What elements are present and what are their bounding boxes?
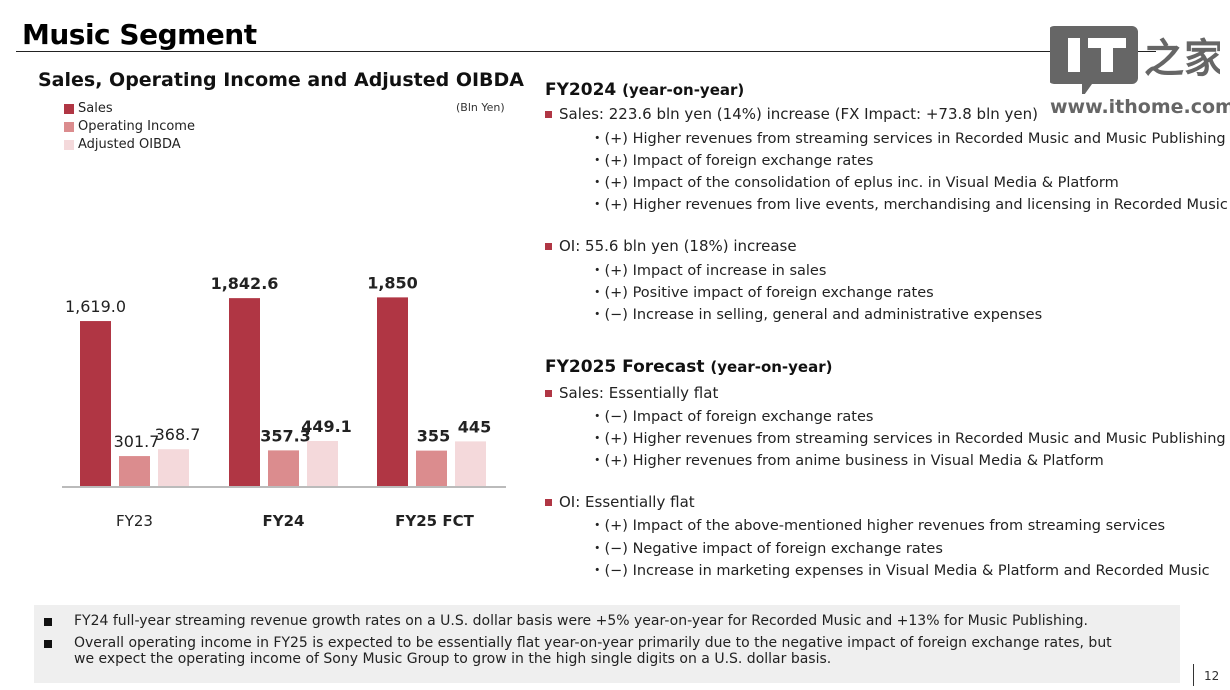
note-text: Overall operating income in FY25 is expe… [74,635,1112,667]
bar-sales-fy24 [229,298,260,487]
bar-operating-income-fy24 [268,450,299,487]
chart-unit-label: (Bln Yen) [456,101,505,114]
ithome-logo: 之家 [1048,22,1224,98]
legend-swatch-operating-income [64,121,74,132]
legend-swatch-sales [64,103,74,114]
x-tick-label: FY24 [263,512,305,530]
list-item: ・(+) Higher revenues from anime business… [590,453,1104,469]
fy2025-sales-text: Sales: Essentially flat [559,384,719,402]
list-item: ・(−) Negative impact of foreign exchange… [590,540,943,557]
chart-legend: Sales Operating Income Adjusted OIBDA [64,101,195,152]
fy2025-oi-text: OI: Essentially flat [559,493,695,511]
data-label-sales: 1,842.6 [211,274,279,293]
chart-title: Sales, Operating Income and Adjusted OIB… [38,69,525,91]
fy2024-oi-items: ・(+) Impact of increase in sales ・(+) Po… [590,260,1042,326]
fy2024-heading: FY2024 (year-on-year) [545,80,744,100]
list-item: ・(+) Positive impact of foreign exchange… [590,285,934,301]
list-item: ・(+) Impact of the above-mentioned highe… [590,518,1166,534]
fy2024-oi-text: OI: 55.6 bln yen (18%) increase [559,237,797,255]
notes-list: FY24 full-year streaming revenue growth … [44,613,1154,667]
bar-adjusted-oibda-fy23 [158,449,189,487]
legend-label: Adjusted OIBDA [78,137,181,152]
data-label-adjusted-oibda: 449.1 [301,417,352,436]
fy2024-heading-sub: (year-on-year) [622,81,745,99]
legend-swatch-adjusted-oibda [64,139,74,150]
list-item: ・(+) Impact of foreign exchange rates [590,153,874,169]
logo-cjk: 之家 [1144,36,1220,82]
legend-item-adjusted-oibda: Adjusted OIBDA [64,137,195,152]
data-label-adjusted-oibda: 368.7 [155,425,201,444]
slide-title: Music Segment [22,18,257,51]
list-item: ・(+) Impact of increase in sales [590,263,827,279]
legend-item-operating-income: Operating Income [64,119,195,134]
watermark-url: www.ithome.com [1050,96,1230,118]
fy2025-heading-main: FY2025 Forecast [545,357,705,377]
x-tick-label: FY25 FCT [395,512,474,530]
bar-adjusted-oibda-fy25-fct [455,441,486,487]
note-item: Overall operating income in FY25 is expe… [44,635,1154,667]
bar-operating-income-fy23 [119,456,150,487]
data-label-operating-income: 355 [417,427,450,446]
fy2025-heading-sub: (year-on-year) [710,358,833,376]
page-number-divider [1193,664,1194,686]
list-item: ・(−) Increase in marketing expenses in V… [590,563,1210,579]
bullet-square-icon [545,498,552,506]
x-tick-label: FY23 [116,512,153,530]
page-number: 12 [1204,669,1220,683]
data-label-operating-income: 357.3 [260,426,311,445]
title-divider [16,51,1156,52]
data-label-operating-income: 301.7 [114,432,160,451]
data-label-adjusted-oibda: 445 [458,417,491,436]
fy2025-oi-items: ・(+) Impact of the above-mentioned highe… [590,515,1210,583]
note-text: FY24 full-year streaming revenue growth … [74,613,1088,629]
legend-label: Sales [78,101,113,116]
x-tick-labels: FY23 FY24 FY25 FCT [116,512,475,530]
fy2024-heading-main: FY2024 [545,80,617,100]
bullet-square-icon [545,110,552,118]
fy2025-sales-items: ・(−) Impact of foreign exchange rates ・(… [590,406,1226,472]
notes-box: FY24 full-year streaming revenue growth … [34,605,1180,683]
ithome-logo-icon: 之家 [1048,26,1224,98]
note-bullet-icon [44,640,52,648]
bar-sales-fy25-fct [377,297,408,487]
list-item: ・(−) Increase in selling, general and ad… [590,307,1043,323]
list-item: ・(−) Impact of foreign exchange rates [590,409,874,425]
bullet-square-icon [545,389,552,397]
note-bullet-icon [44,618,52,626]
list-item: ・(+) Higher revenues from streaming serv… [590,431,1226,447]
list-item: ・(+) Higher revenues from live events, m… [590,197,1228,213]
bar-adjusted-oibda-fy24 [307,440,338,487]
bullet-square-icon [545,242,552,250]
note-item: FY24 full-year streaming revenue growth … [44,613,1154,629]
legend-label: Operating Income [78,119,195,134]
data-label-sales: 1,850 [367,273,418,292]
fy2024-sales-bullet: Sales: 223.6 bln yen (14%) increase (FX … [545,105,1038,123]
fy2024-sales-text: Sales: 223.6 bln yen (14%) increase (FX … [559,105,1038,123]
bar-sales-fy23 [80,321,111,487]
fy2025-sales-bullet: Sales: Essentially flat [545,384,718,402]
list-item: ・(+) Higher revenues from streaming serv… [590,131,1226,147]
fy2024-sales-items: ・(+) Higher revenues from streaming serv… [590,128,1228,216]
legend-item-sales: Sales [64,101,195,116]
list-item: ・(+) Impact of the consolidation of eplu… [590,175,1119,191]
fy2024-oi-bullet: OI: 55.6 bln yen (18%) increase [545,237,797,255]
fy2025-heading: FY2025 Forecast (year-on-year) [545,357,832,377]
fy2025-oi-bullet: OI: Essentially flat [545,493,695,511]
bar-operating-income-fy25-fct [416,450,447,487]
data-label-sales: 1,619.0 [65,297,126,316]
